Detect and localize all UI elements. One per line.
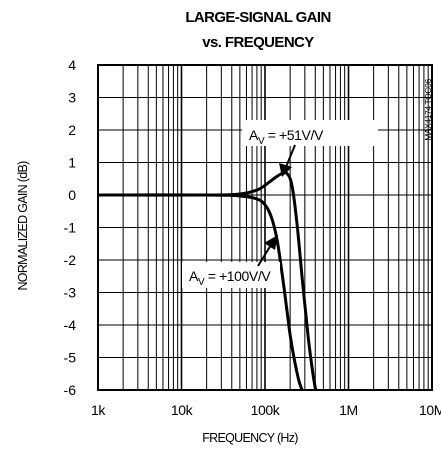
x-axis-label: FREQUENCY (Hz) — [202, 431, 298, 445]
plot-frame — [97, 64, 433, 391]
annotation-51vv-label: AV = +51V/V — [249, 127, 324, 147]
y-tick-label: 0 — [68, 187, 76, 203]
y-tick-label: 3 — [68, 90, 76, 106]
grid — [97, 64, 433, 391]
y-tick-label: 1 — [68, 155, 76, 171]
annotation-100vv-label: AV = +100V/V — [189, 268, 271, 288]
x-tick-label: 10M — [419, 402, 441, 418]
y-axis-label: NORMALIZED GAIN (dB) — [16, 161, 30, 291]
y-tick-label: -2 — [64, 252, 77, 268]
chart-title-line1: LARGE-SIGNAL GAIN — [185, 9, 330, 26]
y-tick-label: 4 — [68, 57, 76, 73]
y-tick-label: -5 — [64, 350, 77, 366]
annotation-51-arrow — [279, 144, 296, 177]
y-tick-label: -4 — [64, 317, 77, 333]
y-tick-label: -1 — [64, 220, 77, 236]
y-tick-labels: 4 3 2 1 0 -1 -2 -3 -4 -5 -6 — [64, 57, 77, 398]
x-tick-label: 100k — [251, 402, 281, 418]
x-tick-label: 1M — [339, 402, 358, 418]
chart-title-line2: vs. FREQUENCY — [202, 34, 314, 51]
annotation-100-arrow — [257, 235, 278, 267]
x-tick-label: 1k — [91, 402, 106, 418]
x-tick-labels: 1k 10k 100k 1M 10M — [91, 402, 441, 418]
x-tick-label: 10k — [171, 402, 194, 418]
annotation-100-background — [182, 262, 280, 288]
y-tick-label: 2 — [68, 122, 76, 138]
y-tick-label: -6 — [64, 382, 77, 398]
annotation-51-background — [242, 120, 378, 146]
figure-code-watermark: MAX4174 TOC06 — [423, 79, 433, 141]
y-tick-label: -3 — [64, 285, 77, 301]
series-line-av-100 — [98, 193, 304, 390]
